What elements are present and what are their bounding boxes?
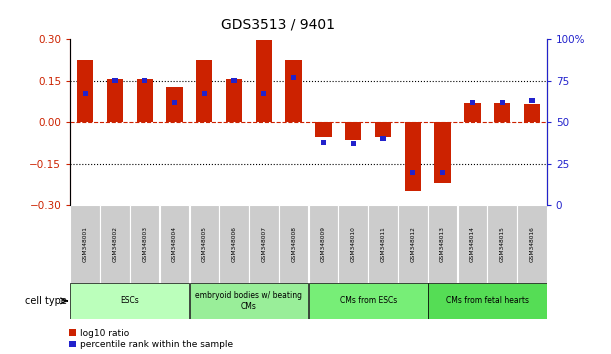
- Bar: [410, 170, 415, 175]
- Bar: [381, 136, 386, 141]
- Bar: [470, 100, 475, 105]
- Bar: [107, 79, 123, 122]
- Bar: [524, 104, 540, 122]
- Bar: [529, 98, 535, 103]
- Text: cell type: cell type: [25, 296, 67, 306]
- Bar: [338, 205, 368, 283]
- Text: GSM348011: GSM348011: [381, 227, 386, 262]
- Bar: [130, 205, 159, 283]
- Text: embryoid bodies w/ beating
CMs: embryoid bodies w/ beating CMs: [196, 291, 302, 310]
- Bar: [196, 60, 213, 122]
- Bar: [345, 122, 362, 140]
- Bar: [368, 205, 398, 283]
- Bar: [321, 139, 326, 144]
- Bar: [309, 283, 428, 319]
- Text: ESCs: ESCs: [120, 296, 139, 306]
- Text: CMs from fetal hearts: CMs from fetal hearts: [446, 296, 529, 306]
- Bar: [226, 79, 243, 122]
- Bar: [202, 91, 207, 96]
- Text: CMs from ESCs: CMs from ESCs: [340, 296, 397, 306]
- Bar: [488, 205, 517, 283]
- Text: GSM348006: GSM348006: [232, 226, 236, 262]
- Bar: [172, 100, 177, 105]
- Legend: log10 ratio, percentile rank within the sample: log10 ratio, percentile rank within the …: [68, 329, 233, 349]
- Bar: [70, 283, 189, 319]
- Text: GSM348013: GSM348013: [440, 226, 445, 262]
- Bar: [189, 283, 309, 319]
- Bar: [249, 205, 279, 283]
- Bar: [500, 100, 505, 105]
- Text: GSM348002: GSM348002: [112, 226, 117, 262]
- Text: GSM348014: GSM348014: [470, 226, 475, 262]
- Bar: [285, 60, 302, 122]
- Text: GSM348004: GSM348004: [172, 226, 177, 262]
- Text: GSM348015: GSM348015: [500, 226, 505, 262]
- Bar: [100, 205, 130, 283]
- Bar: [517, 205, 547, 283]
- Text: GSM348010: GSM348010: [351, 226, 356, 262]
- Text: GDS3513 / 9401: GDS3513 / 9401: [221, 18, 335, 32]
- Text: GSM348005: GSM348005: [202, 226, 207, 262]
- Text: GSM348003: GSM348003: [142, 226, 147, 262]
- Text: GSM348016: GSM348016: [530, 227, 535, 262]
- Text: GSM348008: GSM348008: [291, 226, 296, 262]
- Bar: [232, 78, 236, 83]
- Text: GSM348009: GSM348009: [321, 226, 326, 262]
- Bar: [70, 205, 100, 283]
- Bar: [219, 205, 249, 283]
- Bar: [159, 205, 189, 283]
- Bar: [255, 40, 272, 122]
- Bar: [398, 205, 428, 283]
- Bar: [112, 78, 117, 83]
- Bar: [142, 78, 147, 83]
- Bar: [464, 103, 481, 122]
- Text: GSM348007: GSM348007: [262, 226, 266, 262]
- Text: GSM348001: GSM348001: [82, 226, 87, 262]
- Bar: [291, 75, 296, 80]
- Bar: [136, 79, 153, 122]
- Bar: [404, 122, 421, 192]
- Bar: [351, 141, 356, 146]
- Bar: [309, 205, 338, 283]
- Bar: [77, 60, 93, 122]
- Bar: [494, 103, 510, 122]
- Bar: [440, 170, 445, 175]
- Text: GSM348012: GSM348012: [411, 226, 415, 262]
- Bar: [315, 122, 332, 137]
- Bar: [82, 91, 88, 96]
- Bar: [458, 205, 487, 283]
- Bar: [428, 205, 458, 283]
- Bar: [189, 205, 219, 283]
- Bar: [166, 87, 183, 122]
- Bar: [434, 122, 451, 183]
- Bar: [375, 122, 391, 137]
- Bar: [262, 91, 266, 96]
- Bar: [279, 205, 309, 283]
- Bar: [428, 283, 547, 319]
